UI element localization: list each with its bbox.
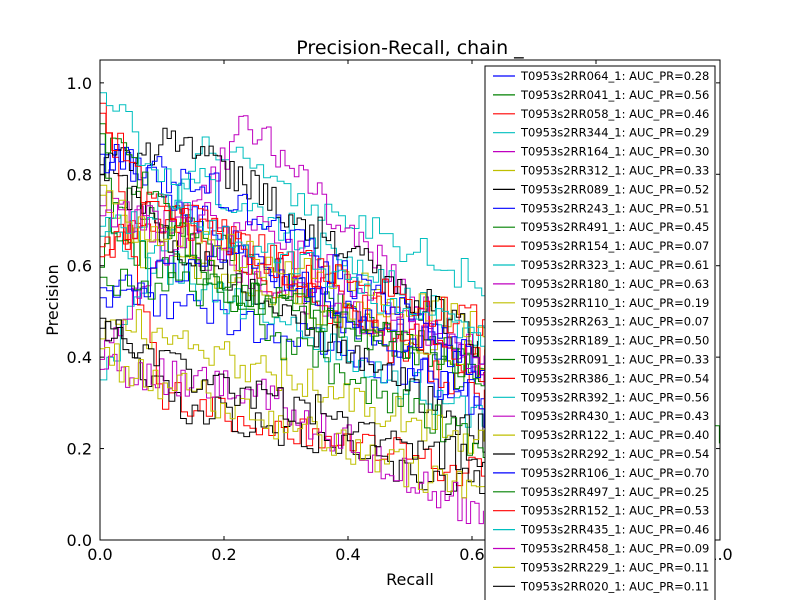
series-line [100, 343, 535, 515]
legend-label: T0953s2RR323_1: AUC_PR=0.61 [520, 258, 709, 272]
legend-label: T0953s2RR064_1: AUC_PR=0.28 [520, 69, 709, 83]
legend-label: T0953s2RR497_1: AUC_PR=0.25 [520, 485, 709, 499]
x-tick-label: 0.2 [211, 545, 236, 564]
legend-label: T0953s2RR189_1: AUC_PR=0.50 [520, 334, 709, 348]
legend-label: T0953s2RR106_1: AUC_PR=0.70 [520, 466, 709, 480]
series-line [100, 164, 511, 463]
y-tick-label: 1.0 [67, 74, 92, 93]
y-axis-label: Precision [43, 264, 62, 335]
legend-label: T0953s2RR430_1: AUC_PR=0.43 [520, 409, 709, 423]
y-tick-label: 0.6 [67, 257, 92, 276]
legend-label: T0953s2RR110_1: AUC_PR=0.19 [520, 296, 709, 310]
series-line [100, 115, 517, 424]
legend-label: T0953s2RR058_1: AUC_PR=0.46 [520, 107, 709, 121]
legend-label: T0953s2RR263_1: AUC_PR=0.07 [520, 315, 709, 329]
legend-label: T0953s2RR386_1: AUC_PR=0.54 [520, 371, 709, 385]
legend-label: T0953s2RR089_1: AUC_PR=0.52 [520, 182, 709, 196]
legend-label: T0953s2RR152_1: AUC_PR=0.53 [520, 504, 709, 518]
legend-label: T0953s2RR491_1: AUC_PR=0.45 [520, 220, 709, 234]
x-tick-label: 0.4 [335, 545, 360, 564]
legend-label: T0953s2RR435_1: AUC_PR=0.46 [520, 523, 709, 537]
legend-label: T0953s2RR020_1: AUC_PR=0.11 [520, 579, 709, 593]
legend-label: T0953s2RR229_1: AUC_PR=0.11 [520, 560, 709, 574]
legend-label: T0953s2RR312_1: AUC_PR=0.33 [520, 164, 709, 178]
x-tick-label: 0.6 [459, 545, 484, 564]
legend-box [484, 65, 716, 600]
y-tick-label: 0.2 [67, 440, 92, 459]
legend-label: T0953s2RR392_1: AUC_PR=0.56 [520, 390, 709, 404]
series-line [100, 127, 478, 357]
legend-entries: T0953s2RR064_1: AUC_PR=0.28 T0953s2RR041_… [493, 69, 709, 593]
legend-label: T0953s2RR243_1: AUC_PR=0.51 [520, 201, 709, 215]
legend-label: T0953s2RR458_1: AUC_PR=0.09 [520, 542, 709, 556]
legend: T0953s2RR064_1: AUC_PR=0.28 T0953s2RR041_… [484, 65, 716, 600]
series-line [100, 143, 562, 475]
x-axis-label: Recall [386, 570, 434, 589]
series-line [100, 353, 484, 525]
legend-label: T0953s2RR164_1: AUC_PR=0.30 [520, 145, 709, 159]
legend-label: T0953s2RR344_1: AUC_PR=0.29 [520, 126, 709, 140]
legend-label: T0953s2RR180_1: AUC_PR=0.63 [520, 277, 709, 291]
legend-label: T0953s2RR122_1: AUC_PR=0.40 [520, 428, 709, 442]
x-tick-label: 0.0 [87, 545, 112, 564]
y-tick-label: 0.8 [67, 165, 92, 184]
legend-label: T0953s2RR292_1: AUC_PR=0.54 [520, 447, 709, 461]
y-tick-label: 0.4 [67, 348, 92, 367]
legend-label: T0953s2RR091_1: AUC_PR=0.33 [520, 353, 709, 367]
y-tick-label: 0.0 [67, 531, 92, 550]
chart-title: Precision-Recall, chain _ [296, 37, 524, 59]
legend-label: T0953s2RR041_1: AUC_PR=0.56 [520, 88, 709, 102]
legend-label: T0953s2RR154_1: AUC_PR=0.07 [520, 239, 709, 253]
plot-frame [99, 59, 721, 541]
